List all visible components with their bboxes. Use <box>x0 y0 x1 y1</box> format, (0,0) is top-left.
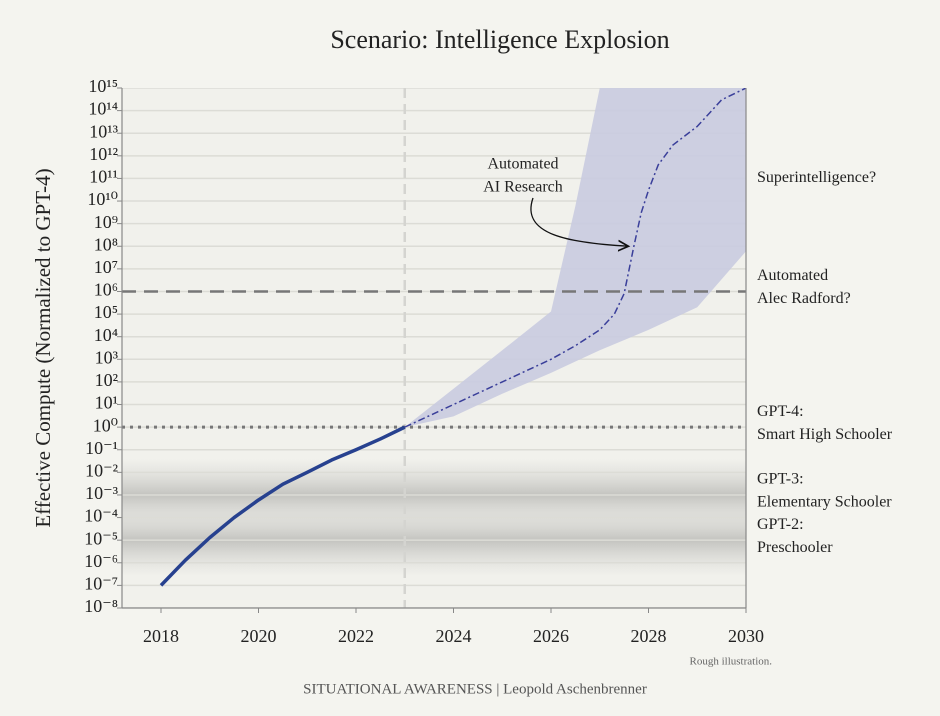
y-tick-label: 10⁻⁵ <box>84 528 118 548</box>
series-line <box>404 88 746 428</box>
x-tick-label: 2024 <box>436 626 472 646</box>
y-tick-label: 10⁹ <box>94 212 118 232</box>
y-tick-label: 10¹¹ <box>89 167 118 187</box>
y-tick-label: 10¹³ <box>89 121 118 141</box>
annotation-text: AI Research <box>483 179 563 196</box>
y-tick-label: 10⁶ <box>94 280 118 300</box>
x-tick-label: 2026 <box>533 626 569 646</box>
credit: SITUATIONAL AWARENESS | Leopold Aschenbr… <box>303 681 647 697</box>
level-label: Superintelligence? <box>757 169 876 186</box>
y-tick-label: 10⁻¹ <box>85 438 118 458</box>
note: Rough illustration. <box>690 656 773 668</box>
chart-title: Scenario: Intelligence Explosion <box>330 25 669 54</box>
y-tick-label: 10² <box>95 370 118 390</box>
y-tick-label: 10¹² <box>89 144 118 164</box>
level-label: GPT-3: <box>757 471 804 488</box>
x-tick-label: 2030 <box>728 626 764 646</box>
y-tick-label: 10³ <box>95 347 119 367</box>
y-tick-label: 10⁴ <box>94 325 118 345</box>
y-axis-label: Effective Compute (Normalized to GPT-4) <box>31 168 55 527</box>
level-label: Automated <box>757 267 828 284</box>
uncertainty-band <box>404 88 746 428</box>
level-label: Elementary Schooler <box>757 494 892 511</box>
x-tick-label: 2028 <box>631 626 667 646</box>
level-label: Preschooler <box>757 539 833 556</box>
annotation-arrow <box>530 197 629 246</box>
x-tick-label: 2022 <box>338 626 374 646</box>
x-tick-label: 2020 <box>241 626 277 646</box>
y-tick-label: 10⁻⁸ <box>84 596 118 616</box>
plot-group <box>122 88 746 608</box>
level-label: GPT-2: <box>757 516 804 533</box>
level-label: Alec Radford? <box>757 290 851 307</box>
x-tick-label: 2018 <box>143 626 179 646</box>
y-tick-label: 10¹⁵ <box>88 76 118 96</box>
y-tick-label: 10⁷ <box>94 257 118 277</box>
y-tick-label: 10⁻⁶ <box>84 551 118 571</box>
y-tick-label: 10⁻⁴ <box>84 506 118 526</box>
y-tick-label: 10¹⁴ <box>88 99 118 119</box>
level-label: Smart High Schooler <box>757 426 893 443</box>
y-tick-label: 10¹ <box>95 393 118 413</box>
y-tick-label: 10⁰ <box>93 415 118 435</box>
y-tick-label: 10⁻³ <box>85 483 119 503</box>
annotation-text: Automated <box>487 156 558 173</box>
level-label: GPT-4: <box>757 403 804 420</box>
y-tick-label: 10⁵ <box>94 302 118 322</box>
y-tick-label: 10⁸ <box>94 234 118 254</box>
y-tick-label: 10⁻² <box>85 460 118 480</box>
series-line <box>159 425 406 587</box>
y-tick-label: 10⁻⁷ <box>84 574 118 594</box>
y-tick-label: 10¹⁰ <box>87 189 118 209</box>
